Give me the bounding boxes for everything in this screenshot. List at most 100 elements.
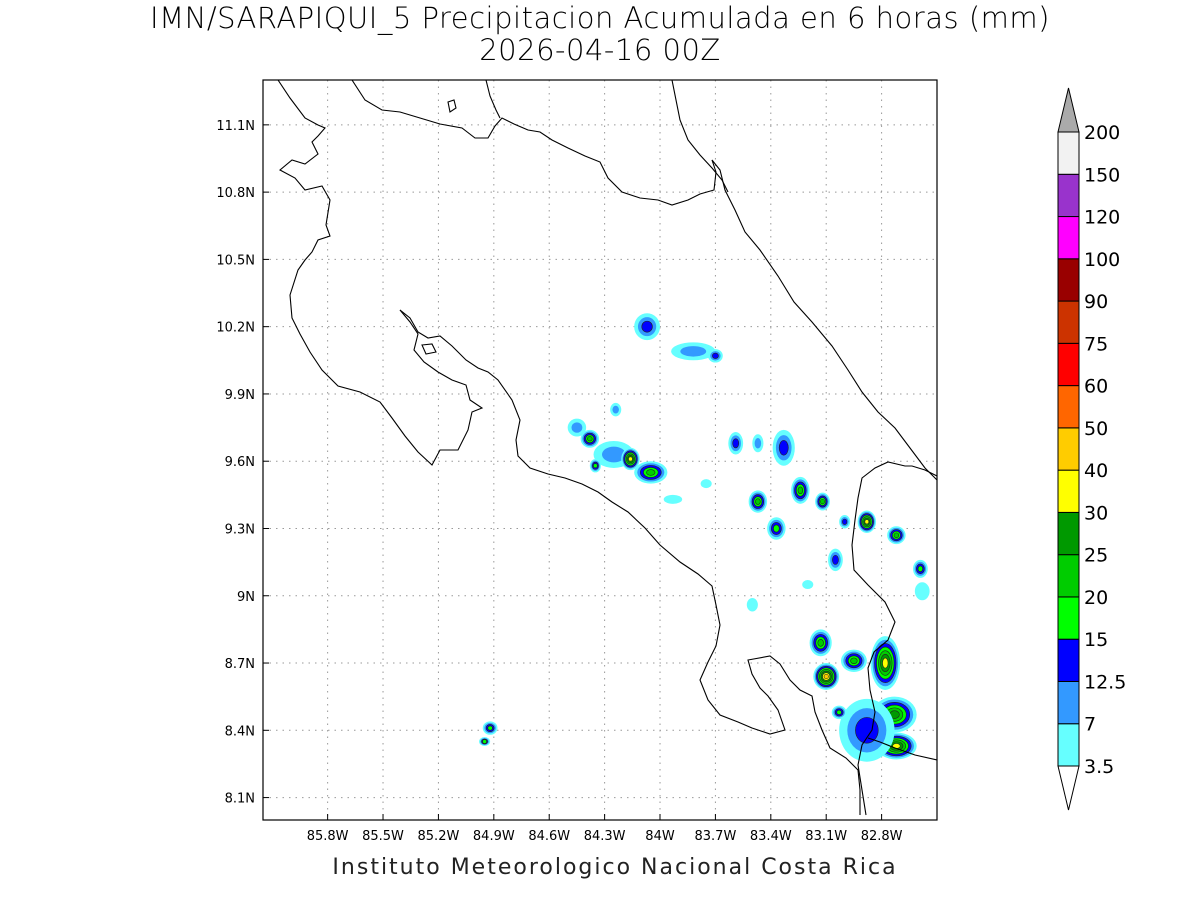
colorbar-label: 100 xyxy=(1084,249,1120,271)
precip-contour-0 xyxy=(700,479,712,489)
costa-rica-panama-border xyxy=(851,461,937,816)
precip-contour-3 xyxy=(836,709,842,715)
precip-contour-7 xyxy=(823,673,829,680)
precip-cell xyxy=(772,429,795,466)
precip-contour-0 xyxy=(802,580,814,590)
lat-tick-label: 10.2N xyxy=(216,321,255,336)
colorbar: 3.5 7 12.5 15 20 25 30 40 50 60 75 90 100 120 150 200 xyxy=(1057,87,1126,811)
colorbar-label: 40 xyxy=(1084,460,1108,482)
precip-contour-4 xyxy=(820,498,825,505)
precip-contour-3 xyxy=(593,463,598,469)
precip-contour-0 xyxy=(663,494,683,504)
colorbar-label: 200 xyxy=(1084,122,1120,144)
precip-cell xyxy=(767,517,786,540)
lat-tick-label: 9.6N xyxy=(225,455,255,470)
precip-contour-4 xyxy=(587,436,593,442)
precip-contour-2 xyxy=(712,352,719,359)
precip-cell xyxy=(831,705,847,720)
precip-cell xyxy=(482,721,498,735)
colorbar-label: 25 xyxy=(1084,545,1108,567)
precip-cell xyxy=(839,698,895,762)
colorbar-swatch xyxy=(1057,680,1080,725)
colorbar-swatch xyxy=(1057,427,1080,471)
precip-cell xyxy=(589,458,601,473)
precip-cell xyxy=(728,432,744,455)
lat-tick-label: 11.1N xyxy=(216,119,255,134)
colorbar-label: 120 xyxy=(1084,207,1120,229)
precip-cell xyxy=(621,447,640,471)
colorbar-swatch xyxy=(1057,216,1080,260)
precip-contour-2 xyxy=(855,717,879,744)
colorbar-swatch xyxy=(1057,342,1080,387)
colorbar-swatch xyxy=(1057,131,1080,175)
precip-cell xyxy=(857,510,877,533)
precip-contour-2 xyxy=(778,440,789,456)
precip-cell xyxy=(912,559,928,578)
precip-cell xyxy=(840,649,867,673)
precip-contour-4 xyxy=(755,498,761,505)
precip-contour-6 xyxy=(628,456,633,462)
lon-tick-label: 82.8W xyxy=(861,829,903,844)
lon-tick-label: 84W xyxy=(645,829,675,844)
colorbar-swatch xyxy=(1057,554,1080,598)
precip-contour-4 xyxy=(817,639,824,647)
colorbar-label: 60 xyxy=(1084,376,1108,398)
lat-tick-label: 9.3N xyxy=(225,522,255,537)
colorbar-swatch xyxy=(1057,511,1080,556)
colorbar-label: 3.5 xyxy=(1084,756,1114,778)
precip-contour-4 xyxy=(893,532,900,538)
precip-cell xyxy=(870,636,901,690)
footer-credit: Instituto Meteorologico Nacional Costa R… xyxy=(332,855,898,880)
precip-contour-6 xyxy=(864,519,870,525)
lon-tick-label: 83.7W xyxy=(695,829,737,844)
coastlines-borders xyxy=(277,80,937,816)
colorbar-swatch xyxy=(1057,638,1080,682)
precip-cell xyxy=(580,429,600,448)
lon-tick-label: 84.6W xyxy=(528,829,570,844)
lat-tick-label: 10.5N xyxy=(216,253,255,268)
colorbar-label: 50 xyxy=(1084,418,1108,440)
precip-contour-1 xyxy=(571,422,583,433)
lon-tick-label: 83.4W xyxy=(750,829,792,844)
nicoya-gulf-coast xyxy=(399,309,861,815)
colorbar-label: 12.5 xyxy=(1084,671,1126,693)
precip-contour-2 xyxy=(832,554,839,565)
precip-cell xyxy=(748,490,768,513)
precip-cell xyxy=(663,494,683,504)
precip-cell xyxy=(610,402,622,417)
precip-contour-1 xyxy=(612,405,619,414)
precip-cell xyxy=(634,461,668,484)
colorbar-swatch xyxy=(1057,385,1080,429)
colorbar-swatch xyxy=(1057,596,1080,640)
colorbar-swatch xyxy=(1057,723,1080,767)
precip-cell xyxy=(839,515,851,529)
colorbar-swatch xyxy=(1057,173,1080,218)
precip-cell xyxy=(567,418,587,437)
precip-contour-1 xyxy=(754,438,762,449)
colorbar-swatch xyxy=(1057,300,1080,344)
precip-contour-2 xyxy=(842,518,848,525)
precipitation-field xyxy=(479,313,930,762)
precip-cell xyxy=(479,737,491,746)
lon-tick-label: 84.3W xyxy=(584,829,626,844)
precip-contour-3 xyxy=(917,565,924,573)
precip-cell xyxy=(671,342,716,361)
lat-tick-label: 10.8N xyxy=(216,186,255,201)
precip-cell xyxy=(634,313,661,341)
colorbar-label: 150 xyxy=(1084,164,1120,186)
island-top xyxy=(447,99,457,113)
colorbar-label: 30 xyxy=(1084,502,1108,524)
lat-tick-label: 8.1N xyxy=(225,792,255,807)
longitude-axis: 85.8W 85.5W 85.2W 84.9W 84.6W 84.3W 84W 83.7W 83… xyxy=(307,814,903,844)
nicaragua-river xyxy=(485,80,729,193)
colorbar-swatch xyxy=(1057,258,1080,302)
colorbar-label: 20 xyxy=(1084,587,1108,609)
precip-cell xyxy=(815,492,830,511)
precip-contour-3 xyxy=(487,725,493,731)
lat-tick-label: 9.9N xyxy=(225,388,255,403)
precip-contour-4 xyxy=(797,486,804,495)
precip-contour-4 xyxy=(850,657,858,664)
caribbean-coast xyxy=(351,80,937,481)
lon-tick-label: 85.5W xyxy=(362,829,404,844)
panama-coast xyxy=(867,737,937,761)
